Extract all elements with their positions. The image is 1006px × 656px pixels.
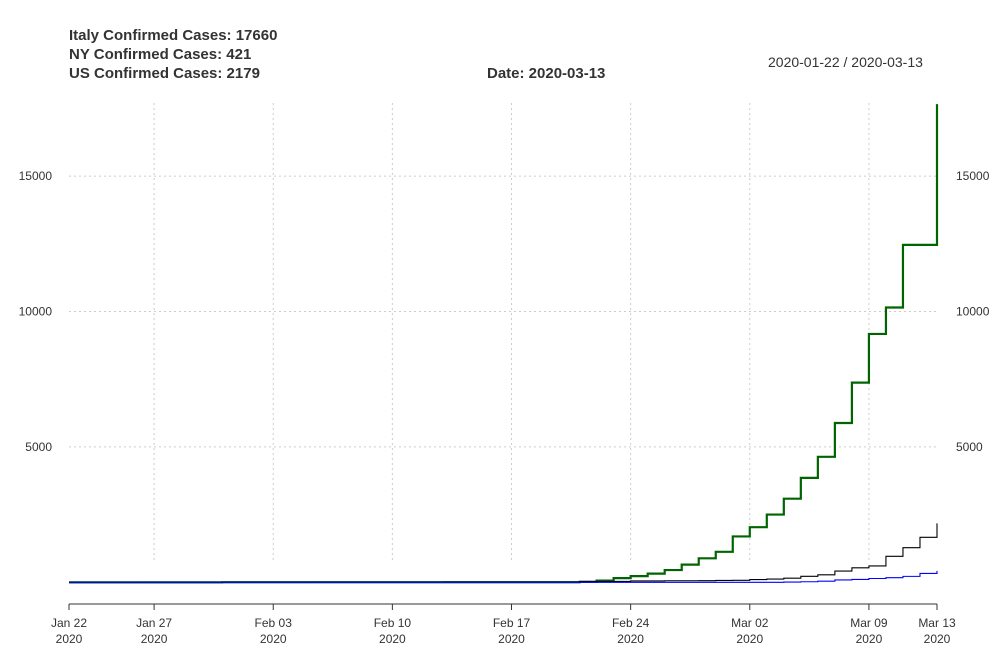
x-tick-label: Feb 10 bbox=[374, 616, 412, 630]
x-tick-label: Jan 22 bbox=[51, 616, 87, 630]
italy-cases-label: Italy Confirmed Cases: 17660 bbox=[69, 27, 278, 44]
x-tick-sublabel: 2020 bbox=[924, 632, 951, 646]
x-tick-sublabel: 2020 bbox=[141, 632, 168, 646]
date-range-label: 2020-01-22 / 2020-03-13 bbox=[768, 54, 923, 70]
x-tick-sublabel: 2020 bbox=[617, 632, 644, 646]
date-label: Date: 2020-03-13 bbox=[487, 65, 606, 82]
x-tick-label: Feb 24 bbox=[612, 616, 650, 630]
y-tick-label-left: 10000 bbox=[19, 305, 53, 319]
y-tick-label-left: 15000 bbox=[19, 169, 53, 183]
x-tick-sublabel: 2020 bbox=[56, 632, 83, 646]
series-line-us bbox=[69, 523, 938, 583]
y-tick-label-right: 5000 bbox=[956, 440, 983, 454]
y-tick-label-left: 5000 bbox=[25, 440, 52, 454]
x-tick-sublabel: 2020 bbox=[260, 632, 287, 646]
x-tick-sublabel: 2020 bbox=[498, 632, 525, 646]
x-tick-sublabel: 2020 bbox=[856, 632, 883, 646]
series-line-ny bbox=[69, 570, 938, 583]
y-tick-label-right: 15000 bbox=[956, 169, 990, 183]
us-cases-label: US Confirmed Cases: 2179 bbox=[69, 65, 260, 82]
ny-cases-label: NY Confirmed Cases: 421 bbox=[69, 46, 252, 63]
x-axis: Jan 22 2020 Jan 27 2020 Feb 03 2020 Feb 10 2020… bbox=[51, 603, 956, 646]
series-lines bbox=[69, 104, 939, 584]
x-tick-label: Mar 09 bbox=[850, 616, 888, 630]
y-axis-labels: 5000 5000 10000 10000 15000 15000 bbox=[19, 169, 990, 454]
grid-lines bbox=[69, 103, 937, 560]
x-tick-sublabel: 2020 bbox=[736, 632, 763, 646]
x-tick-label: Feb 17 bbox=[493, 616, 531, 630]
y-tick-label-right: 10000 bbox=[956, 305, 990, 319]
x-tick-label: Jan 27 bbox=[136, 616, 172, 630]
x-tick-sublabel: 2020 bbox=[379, 632, 406, 646]
x-tick-label: Feb 03 bbox=[255, 616, 293, 630]
x-tick-label: Mar 02 bbox=[731, 616, 769, 630]
x-tick-label: Mar 13 bbox=[918, 616, 956, 630]
